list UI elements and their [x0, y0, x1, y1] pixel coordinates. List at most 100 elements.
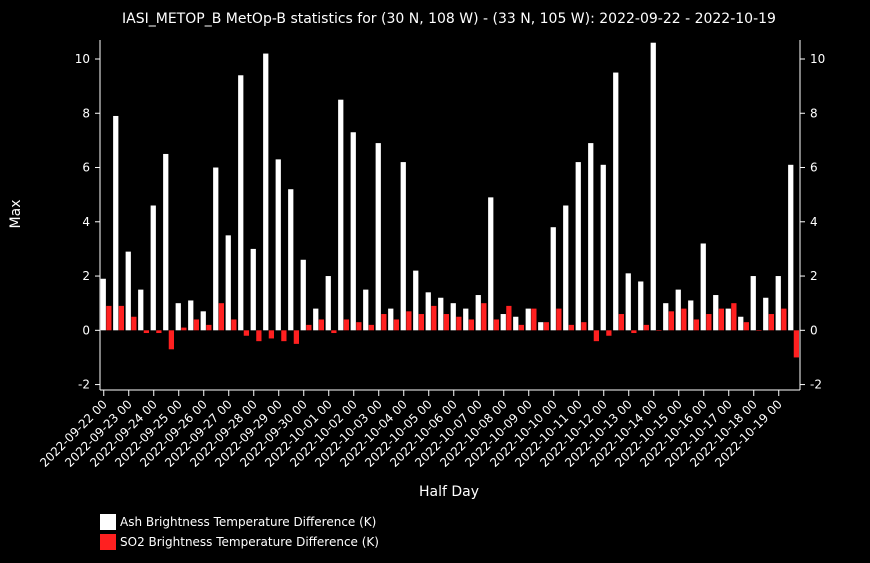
bar-ash [100, 278, 106, 331]
bar-so2 [668, 311, 674, 331]
bar-so2 [718, 308, 724, 331]
y-tick-label-right: -2 [810, 378, 822, 392]
bar-so2 [356, 322, 362, 331]
bar-so2 [393, 319, 399, 331]
bar-ash [550, 227, 556, 331]
bar-ash [713, 295, 719, 331]
bar-ash [250, 248, 256, 331]
bar-ash [150, 205, 156, 331]
bar-ash [263, 53, 269, 331]
bar-so2 [493, 319, 499, 331]
bar-ash [175, 303, 181, 331]
bars [100, 42, 799, 358]
bar-so2 [706, 314, 712, 331]
bar-ash [463, 308, 469, 331]
bar-so2 [793, 330, 799, 358]
bar-so2 [156, 330, 162, 334]
y-tick-label-right: 8 [810, 106, 818, 120]
bar-so2 [268, 330, 274, 339]
bar-so2 [693, 319, 699, 331]
bar-ash [113, 115, 119, 331]
bar-so2 [418, 314, 424, 331]
legend-label-so2: SO2 Brightness Temperature Difference (K… [120, 535, 379, 549]
bar-so2 [518, 324, 524, 331]
legend-swatch-so2 [100, 534, 116, 550]
bar-so2 [481, 303, 487, 331]
bar-ash [563, 205, 569, 331]
bar-so2 [543, 322, 549, 331]
bar-so2 [193, 319, 199, 331]
bar-ash [313, 308, 319, 331]
bar-ash [650, 42, 656, 331]
bar-ash [388, 308, 394, 331]
bar-so2 [181, 327, 187, 331]
bar-so2 [118, 305, 124, 331]
bar-so2 [643, 324, 649, 331]
bar-ash [125, 251, 131, 331]
bar-ash [363, 289, 369, 331]
bar-so2 [593, 330, 599, 342]
bar-ash [613, 72, 619, 331]
chart-title: IASI_METOP_B MetOp-B statistics for (30 … [122, 11, 776, 27]
bar-so2 [293, 330, 299, 344]
bar-so2 [443, 314, 449, 331]
bar-ash [538, 322, 544, 331]
y-tick-label-right: 2 [810, 269, 818, 283]
legend-label-ash: Ash Brightness Temperature Difference (K… [120, 515, 377, 529]
bar-ash [475, 295, 481, 331]
bar-so2 [606, 330, 612, 336]
bar-ash [688, 300, 694, 331]
y-tick-label-left: 10 [75, 52, 90, 66]
y-tick-label-right: 0 [810, 323, 818, 337]
bar-ash [325, 276, 331, 331]
y-tick-label-left: 6 [82, 161, 90, 175]
bar-ash [400, 162, 406, 331]
bar-so2 [256, 330, 262, 342]
y-tick-label-right: 4 [810, 215, 818, 229]
bar-so2 [368, 324, 374, 331]
y-tick-label-right: 10 [810, 52, 825, 66]
bar-ash [238, 75, 244, 331]
bar-ash [350, 132, 356, 331]
bar-so2 [731, 303, 737, 331]
bar-so2 [306, 324, 312, 331]
bar-so2 [381, 314, 387, 331]
bar-ash [438, 297, 444, 331]
bar-ash [138, 289, 144, 331]
legend-swatch-ash [100, 514, 116, 530]
x-axis-title: Half Day [419, 484, 479, 500]
bar-so2 [406, 311, 412, 331]
bar-ash [725, 308, 731, 331]
bar-ash [763, 297, 769, 331]
bar-ash [525, 308, 531, 331]
bar-so2 [631, 330, 637, 334]
legend-item-ash: Ash Brightness Temperature Difference (K… [100, 512, 379, 532]
bar-ash [188, 300, 194, 331]
bar-so2 [168, 330, 174, 350]
bar-so2 [281, 330, 287, 342]
bar-ash [213, 167, 219, 331]
axes [99, 40, 801, 391]
bar-so2 [343, 319, 349, 331]
bar-so2 [456, 316, 462, 331]
bar-so2 [581, 322, 587, 331]
bar-so2 [756, 330, 762, 331]
bar-so2 [781, 308, 787, 331]
bar-ash [638, 281, 644, 331]
bar-so2 [506, 305, 512, 331]
bar-so2 [568, 324, 574, 331]
bar-so2 [106, 305, 112, 331]
bar-ash [163, 153, 169, 331]
bar-ash [275, 159, 281, 331]
bar-so2 [531, 308, 537, 331]
legend-item-so2: SO2 Brightness Temperature Difference (K… [100, 532, 379, 552]
bar-ash [788, 164, 794, 331]
bar-ash [575, 162, 581, 331]
bar-so2 [681, 308, 687, 331]
legend: Ash Brightness Temperature Difference (K… [100, 512, 379, 552]
bar-so2 [743, 322, 749, 331]
y-tick-label-left: -2 [78, 378, 90, 392]
bar-so2 [231, 319, 237, 331]
